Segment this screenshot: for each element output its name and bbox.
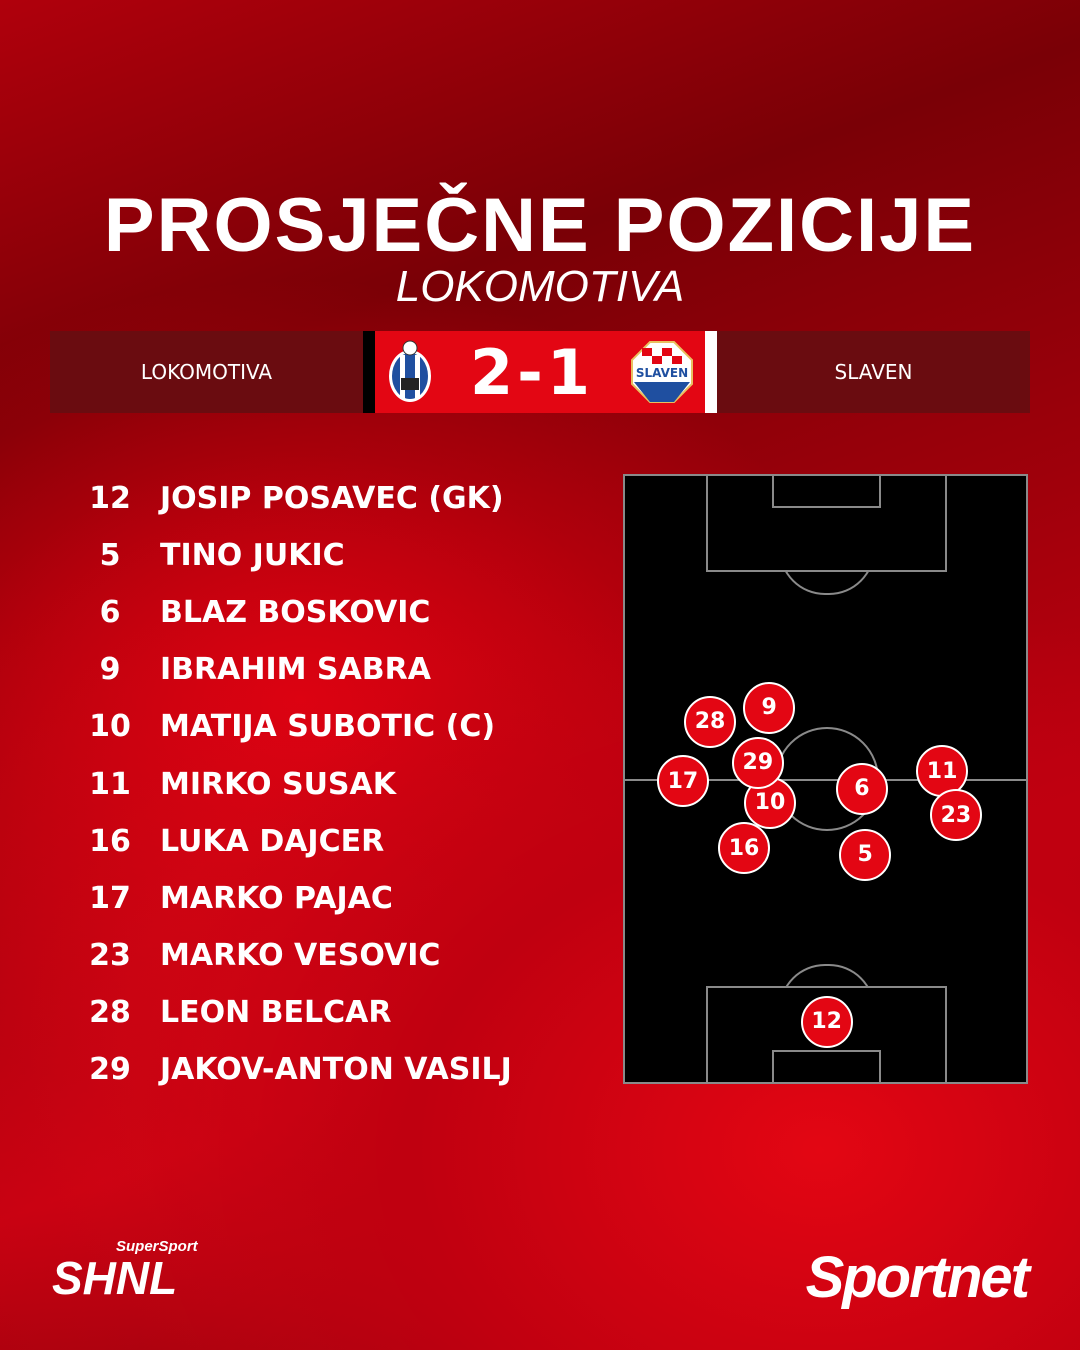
player-row: 12 JOSIP POSAVEC (GK) [60,470,600,527]
player-name: IBRAHIM SABRA [160,652,431,688]
player-row: 16 LUKA DAJCER [60,813,600,870]
player-name: BLAZ BOSKOVIC [160,595,431,631]
player-number: 29 [89,1051,131,1087]
supersport-text: SuperSport [116,1238,198,1255]
player-position-marker: 12 [800,995,853,1048]
home-team: LOKOMOTIVA [50,331,363,413]
slaven-crest-text: SLAVEN [636,366,688,380]
sportnet-logo: Sportnet [805,1245,1030,1310]
away-team: SLAVEN [717,331,1030,413]
player-name: JOSIP POSAVEC (GK) [160,481,504,517]
player-number: 10 [89,709,131,745]
goal-area-bottom [772,1050,881,1084]
player-number: 28 [89,994,131,1030]
player-row: 17 MARKO PAJAC [60,870,600,927]
player-name: MARKO PAJAC [160,880,393,916]
player-number: 16 [89,823,131,859]
player-list: 12 JOSIP POSAVEC (GK) 5 TINO JUKIC 6 BLAZ BOS… [60,470,600,1098]
page-title: PROSJEČNE POZICIJE [103,183,977,268]
player-row: 29 JAKOV-ANTON VASILJ [60,1041,600,1098]
score-box: 2-1 SLAVEN [363,331,717,413]
player-position-marker: 9 [743,681,796,734]
shnl-text: SHNL [52,1252,178,1304]
lokomotiva-crest-icon [388,340,431,402]
player-position-marker: 6 [835,762,888,815]
player-position-marker: 16 [718,822,771,875]
player-number: 9 [99,652,121,688]
slaven-crest-icon: SLAVEN [631,341,693,403]
player-position-marker: 5 [839,828,892,881]
player-name: JAKOV-ANTON VASILJ [160,1051,512,1087]
player-number: 5 [99,538,121,574]
player-row: 11 MIRKO SUSAK [60,755,600,812]
player-name: MATIJA SUBOTIC (C) [160,709,496,745]
player-name: TINO JUKIC [160,538,345,574]
player-number: 6 [99,595,121,631]
player-position-marker: 17 [656,755,709,807]
player-row: 10 MATIJA SUBOTIC (C) [60,698,600,755]
player-position-marker: 29 [731,736,784,789]
team-subtitle: LOKOMOTIVA [395,262,685,311]
player-name: MIRKO SUSAK [160,766,397,802]
player-row: 9 IBRAHIM SABRA [60,641,600,698]
player-number: 11 [89,766,131,802]
player-position-marker: 28 [684,695,737,748]
player-name: LUKA DAJCER [160,823,385,859]
player-number: 23 [89,937,131,973]
goal-area-top [772,474,881,508]
player-number: 17 [89,880,131,916]
shnl-logo: SuperSport SHNL [52,1238,198,1301]
player-name: LEON BELCAR [160,994,392,1030]
score: 2-1 [469,335,594,409]
player-row: 23 MARKO VESOVIC [60,927,600,984]
pitch: 12 5 6 9 10 11 16 17 23 28 29 [623,474,1028,1084]
player-name: MARKO VESOVIC [160,937,441,973]
player-row: 6 BLAZ BOSKOVIC [60,584,600,641]
scoreboard: LOKOMOTIVA 2-1 SLAVEN SLAVEN [50,331,1030,413]
player-row: 28 LEON BELCAR [60,984,600,1041]
player-number: 12 [89,481,131,517]
player-position-marker: 23 [929,789,982,842]
player-row: 5 TINO JUKIC [60,527,600,584]
